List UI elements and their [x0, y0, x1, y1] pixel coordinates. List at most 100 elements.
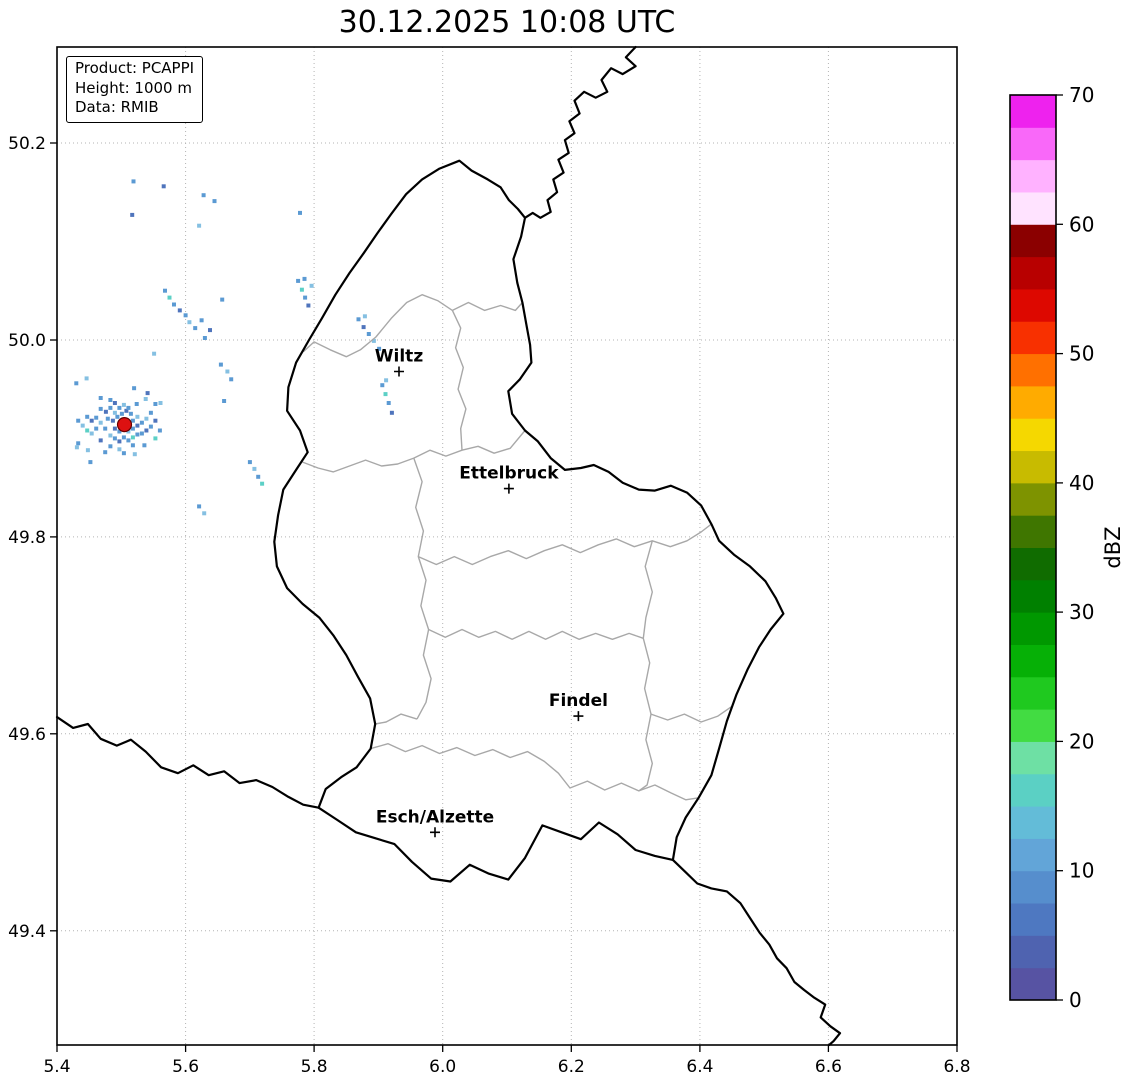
- city-label: Findel: [549, 691, 608, 711]
- colorbar-segment: [1010, 353, 1056, 387]
- city-label: Wiltz: [375, 347, 424, 367]
- colorbar-segment: [1010, 903, 1056, 936]
- y-axis-tick-label: 49.6: [8, 725, 46, 745]
- radar-echo-cell: [117, 447, 122, 452]
- radar-echo-cell: [135, 414, 140, 419]
- y-axis-tick-label: 50.0: [8, 331, 46, 351]
- luxembourg-border: [273, 159, 785, 883]
- colorbar-segment: [1010, 806, 1056, 839]
- radar-echo-cell: [98, 420, 103, 425]
- colorbar-segment: [1010, 579, 1056, 613]
- radar-echo-cell: [121, 435, 126, 440]
- radar-echo-cell: [135, 423, 140, 428]
- radar-echo-cell: [80, 423, 85, 428]
- radar-echo-cell: [218, 362, 223, 367]
- info-line-height: Height: 1000 m: [75, 78, 192, 97]
- radar-echo-cell: [199, 318, 204, 323]
- colorbar-segment: [1010, 321, 1056, 355]
- city-marker: [430, 827, 440, 838]
- radar-echo-cell: [153, 436, 158, 441]
- radar-echo-cell: [208, 328, 212, 333]
- radar-echo-cell: [108, 444, 113, 449]
- radar-echo-cell: [247, 460, 252, 465]
- colorbar-segment: [1010, 967, 1056, 1001]
- district-border: [451, 310, 467, 451]
- colorbar-layer: 0 10 20 30 40 50 60 70 dBZ: [1009, 83, 1125, 1012]
- colorbar-axis-label: dBZ: [1101, 526, 1125, 568]
- radar-echo-cell: [371, 338, 376, 343]
- plot-frame: [56, 46, 958, 1046]
- radar-echo-cell: [153, 418, 158, 423]
- radar-echo-cell: [119, 411, 124, 416]
- x-axis-tick-label: 5.8: [301, 1057, 328, 1077]
- x-axis-tick-label: 6.2: [558, 1057, 585, 1077]
- radar-echo-cell: [298, 210, 302, 215]
- radar-echo-cell: [302, 276, 307, 281]
- radar-echo-cell: [112, 401, 117, 405]
- colorbar-tick-label: 70: [1069, 83, 1094, 107]
- radar-echo-cell: [126, 438, 131, 443]
- neighbor-country-border-belgium-germany: [523, 45, 637, 219]
- radar-echo-cell: [89, 431, 94, 436]
- radar-echo-cell: [366, 332, 371, 336]
- x-axis-tick-label: 6.0: [429, 1057, 456, 1077]
- colorbar-segment: [1010, 450, 1056, 484]
- radar-echo-cell: [142, 443, 147, 448]
- radar-echo-cell: [74, 445, 79, 450]
- radar-echo-cell: [126, 429, 131, 434]
- radar-echo-cell: [139, 431, 144, 436]
- radar-echo-cell: [103, 450, 108, 455]
- colorbar-segment: [1010, 385, 1056, 419]
- radar-echo-cell: [84, 376, 89, 381]
- colorbar-tick-label: 40: [1069, 471, 1094, 495]
- y-axis-tick-label: 49.8: [8, 528, 46, 548]
- colorbar-segment: [1010, 612, 1056, 645]
- radar-echo-cell: [126, 405, 131, 410]
- info-line-data: Data: RMIB: [75, 98, 159, 116]
- radar-echo-cell: [139, 420, 144, 425]
- colorbar-segment: [1010, 159, 1056, 193]
- radar-echo-cell: [212, 199, 217, 204]
- radar-echo-cell: [299, 287, 304, 292]
- colorbar-segment: [1010, 935, 1056, 969]
- radar-echo-cell: [183, 313, 188, 318]
- radar-echo-cell: [115, 414, 120, 419]
- radar-echo-cell: [108, 398, 113, 402]
- radar-echo-cell: [85, 448, 90, 453]
- radar-echo-cell: [103, 409, 108, 414]
- colorbar-segment: [1010, 676, 1056, 710]
- radar-echo-cell: [108, 405, 113, 410]
- city-label: Ettelbruck: [459, 464, 559, 484]
- colorbar-tick-label: 0: [1069, 988, 1082, 1012]
- radar-echo-cell: [130, 212, 135, 217]
- axis-layer: 5.4 5.6 5.8 6.0 6.2 6.4 6.6 6.8 49.4 49.6 49.8 50.0…: [8, 134, 970, 1077]
- colorbar-tick-label: 50: [1069, 342, 1094, 366]
- radar-echo-cell: [94, 426, 99, 431]
- info-line-product: Product: PCAPPI: [75, 59, 195, 77]
- colorbar-outline: [1009, 94, 1057, 1001]
- radar-echo-cell: [85, 428, 90, 433]
- radar-echo-cell: [85, 414, 90, 419]
- radar-echo-layer: [74, 179, 394, 516]
- colorbar-segment: [1010, 741, 1056, 775]
- district-border: [370, 743, 699, 801]
- radar-echo-cell: [309, 283, 314, 288]
- radar-echo-cell: [130, 443, 135, 448]
- product-info-box: Product: PCAPPI Height: 1000 m Data: RMI…: [66, 56, 204, 123]
- radar-echo-cell: [148, 424, 153, 429]
- colorbar-segment: [1010, 288, 1056, 322]
- radar-echo-cell: [202, 511, 207, 516]
- colorbar-tick-label: 10: [1069, 859, 1094, 883]
- district-border: [375, 713, 418, 725]
- colorbar-segment: [1010, 256, 1056, 290]
- radar-echo-cell: [121, 451, 126, 456]
- colorbar-segment: [1010, 644, 1056, 678]
- district-border: [413, 457, 432, 720]
- neighbor-country-border-france-germany-moselle: [671, 858, 842, 1047]
- radar-echo-cell: [252, 466, 257, 471]
- radar-echo-cell: [112, 436, 117, 441]
- colorbar-segment: [1010, 870, 1056, 904]
- radar-echo-cell: [148, 410, 153, 415]
